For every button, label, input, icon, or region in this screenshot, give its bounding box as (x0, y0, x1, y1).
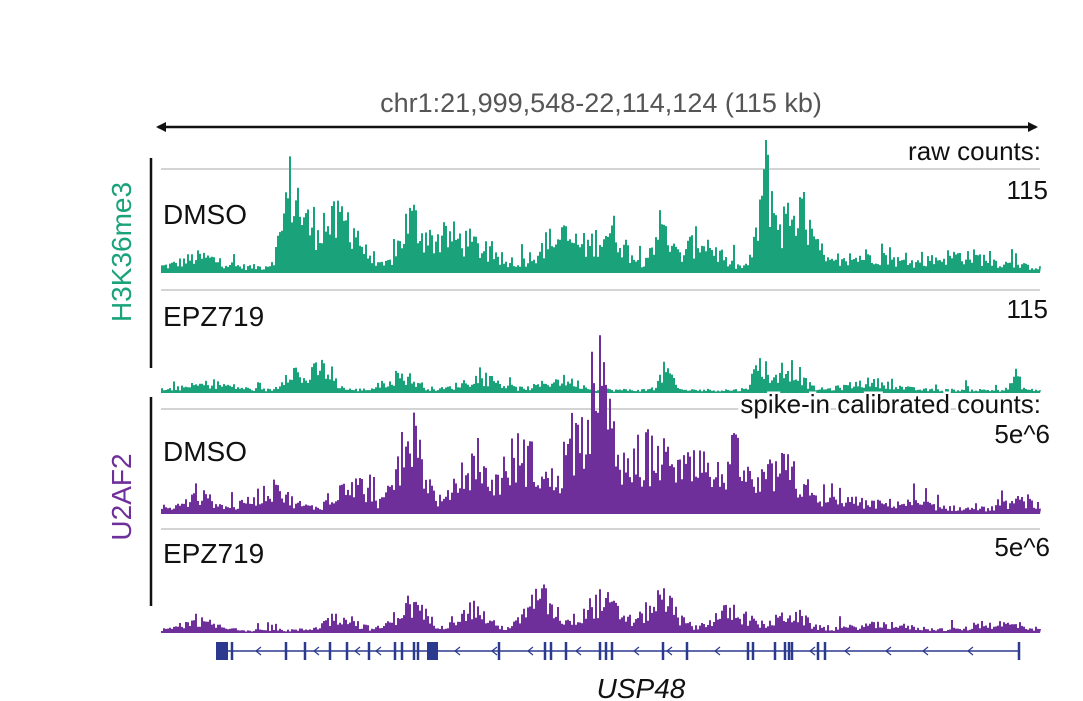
gene-exon (604, 642, 608, 660)
region-label: chr1:21,999,548-22,114,124 (115 kb) (380, 88, 822, 118)
gene-model-usp48 (216, 642, 1021, 660)
group-label-h3k36me3: H3K36me3 (106, 182, 137, 322)
gene-exon (412, 642, 416, 660)
gene-exon (823, 642, 827, 660)
track-scale-u2af2-dmso: 5e^6 (994, 419, 1050, 449)
coverage-track-u2af2-dmso (161, 335, 1041, 514)
gene-exon (773, 642, 777, 660)
gene-exons (216, 642, 1021, 660)
strand-chevron (809, 646, 816, 656)
gene-exon (328, 642, 332, 660)
strand-chevron (633, 646, 640, 656)
strand-chevron (714, 646, 721, 656)
gene-exon (564, 642, 568, 660)
gene-exon (1017, 642, 1021, 660)
gene-exon (783, 642, 787, 660)
gene-exon (751, 642, 755, 660)
gene-exon (610, 642, 614, 660)
gene-exon (790, 642, 794, 660)
track-label-h3k36me3-epz719: EPZ719 (163, 301, 264, 332)
strand-chevron (313, 646, 320, 656)
gene-exon (685, 642, 689, 660)
gene-exon (497, 642, 501, 660)
strand-chevron (454, 646, 461, 656)
strand-chevron (527, 646, 534, 656)
gene-exon (400, 642, 404, 660)
gene-exon (367, 642, 371, 660)
track-label-h3k36me3-dmso: DMSO (163, 199, 247, 230)
strand-chevron (666, 646, 673, 656)
gene-exon (549, 642, 553, 660)
gene-exon (787, 642, 791, 660)
gene-exon (816, 642, 820, 660)
gene-exon (303, 642, 307, 660)
strand-chevron (885, 646, 892, 656)
strand-chevron (375, 646, 382, 656)
gene-exon (416, 642, 420, 660)
gene-exon (284, 642, 288, 660)
gene-exon (543, 642, 547, 660)
strand-chevron (255, 646, 262, 656)
scale-type-label-u2af2: spike-in calibrated counts: (740, 389, 1041, 419)
strand-chevron (967, 646, 974, 656)
gene-name-label: USP48 (597, 673, 686, 701)
gene-exon (427, 642, 438, 660)
strand-chevron (922, 646, 929, 656)
track-scale-h3k36me3-epz719: 115 (1007, 294, 1048, 324)
strand-chevron (844, 646, 851, 656)
strand-chevron (354, 646, 361, 656)
coverage-track-u2af2-epz719 (161, 584, 1041, 633)
gene-exon (746, 642, 750, 660)
gene-exon (230, 642, 234, 660)
strand-chevron (575, 646, 582, 656)
track-scale-u2af2-epz719: 5e^6 (994, 532, 1050, 562)
track-scale-h3k36me3-dmso: 115 (1007, 175, 1048, 205)
group-label-u2af2: U2AF2 (106, 453, 137, 540)
strand-chevron (491, 646, 498, 656)
track-label-u2af2-epz719: EPZ719 (163, 538, 264, 569)
scale-type-label-h3k36me3: raw counts: (908, 136, 1041, 166)
gene-exon (216, 642, 228, 660)
coverage-track-h3k36me3-dmso (161, 140, 1041, 273)
gene-exon (598, 642, 602, 660)
gene-exon (345, 642, 349, 660)
gene-exon (393, 642, 397, 660)
gene-exon (661, 642, 665, 660)
track-label-u2af2-dmso: DMSO (163, 436, 247, 467)
coverage-track-h3k36me3-epz719 (161, 358, 1041, 393)
gene-strand-chevrons (255, 646, 974, 656)
